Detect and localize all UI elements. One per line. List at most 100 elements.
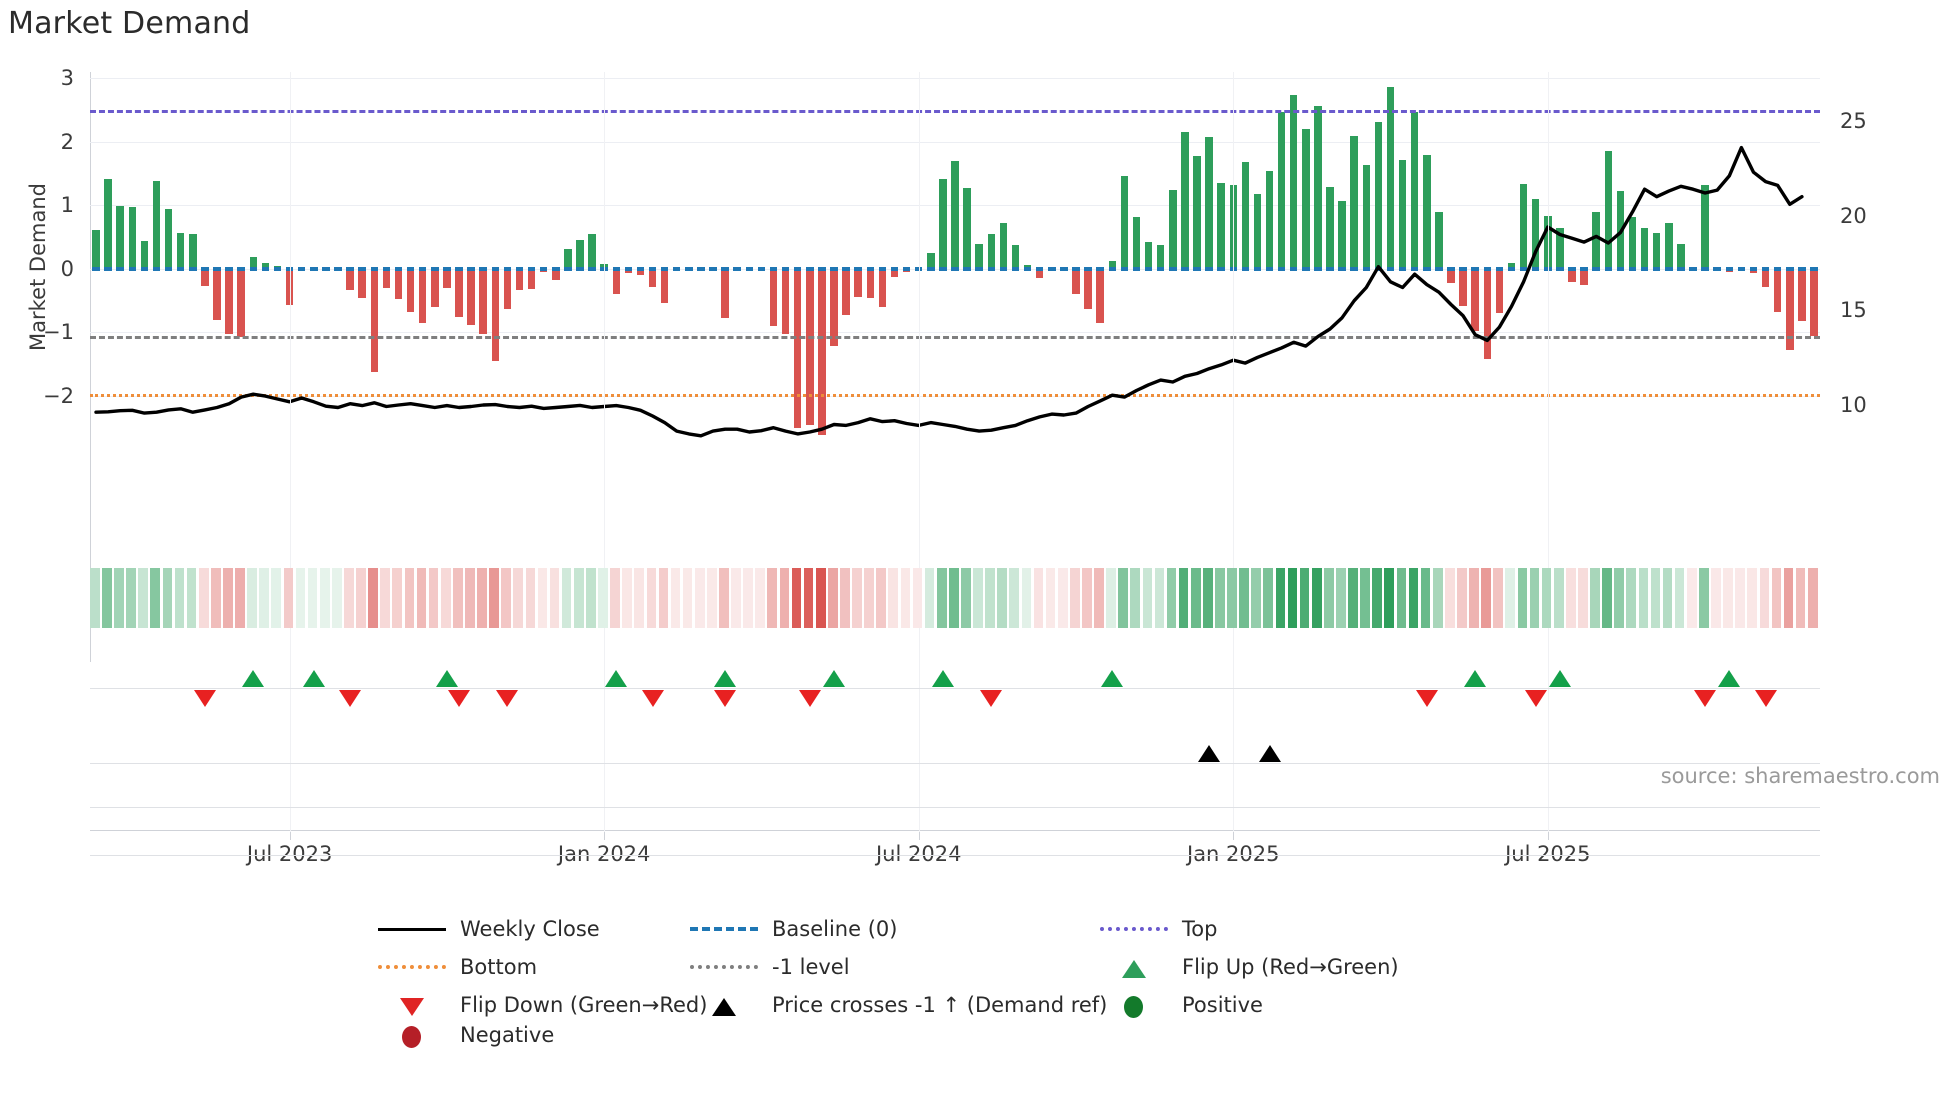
- baseline-cap: [1302, 266, 1310, 271]
- heatmap-cell: [1723, 568, 1733, 628]
- heatmap-cell: [1444, 568, 1455, 628]
- heatmap-cell: [1311, 568, 1322, 628]
- baseline-cap: [539, 266, 548, 271]
- heatmap-cell: [1759, 568, 1770, 628]
- demand-bar: [636, 268, 645, 276]
- baseline-cap: [1798, 266, 1806, 271]
- demand-bar: [1761, 268, 1770, 287]
- heatmap-cell: [622, 568, 632, 628]
- heatmap-cell: [586, 568, 596, 628]
- y-axis-line: [90, 72, 91, 662]
- legend-item-price-crosses[interactable]: Price crosses -1 ↑ (Demand ref): [690, 994, 1107, 1016]
- baseline-cap: [733, 266, 741, 271]
- demand-bar: [552, 268, 560, 281]
- baseline-cap: [164, 266, 173, 271]
- heatmap-cell: [658, 568, 669, 628]
- legend-label: Flip Up (Red→Green): [1182, 954, 1399, 979]
- heatmap-cell: [174, 568, 185, 628]
- baseline-cap: [418, 266, 427, 271]
- heatmap-cell: [428, 568, 439, 628]
- demand-bar: [140, 240, 149, 269]
- demand-bar: [1265, 171, 1274, 269]
- baseline-cap: [1205, 266, 1213, 271]
- baseline-cap: [672, 266, 681, 271]
- demand-bar: [116, 206, 124, 269]
- marker-row-line: [90, 807, 1820, 808]
- x-tick-mark: [604, 831, 606, 840]
- minus-one-line: [90, 335, 1820, 339]
- demand-bar: [975, 243, 983, 269]
- demand-bar: [104, 178, 112, 269]
- heatmap-cell: [1215, 568, 1225, 628]
- demand-bar: [176, 232, 185, 269]
- legend-item-minus-1-level[interactable]: -1 level: [690, 956, 850, 978]
- heatmap-cell: [1082, 568, 1092, 628]
- legend-item-weekly-close[interactable]: Weekly Close: [378, 918, 600, 940]
- baseline-cap: [370, 266, 379, 271]
- demand-bar: [1156, 244, 1165, 269]
- demand-bar: [261, 262, 270, 269]
- baseline-cap: [612, 266, 620, 271]
- baseline-cap: [1350, 266, 1358, 271]
- demand-bar: [443, 268, 451, 288]
- weekly-close-line: [94, 145, 1804, 438]
- heatmap-cell: [1674, 568, 1685, 628]
- heatmap-cell: [259, 568, 270, 628]
- demand-bar: [1362, 164, 1371, 269]
- legend-item-flip-up[interactable]: Flip Up (Red→Green): [1100, 956, 1399, 978]
- baseline-cap: [491, 266, 500, 271]
- baseline-cap: [201, 266, 209, 271]
- heatmap-cell: [1251, 568, 1262, 628]
- x-gridline: [604, 72, 606, 832]
- baseline-cap: [1289, 266, 1298, 271]
- baseline-cap: [1761, 266, 1770, 271]
- demand-bar: [987, 234, 996, 269]
- baseline-cap: [1725, 266, 1733, 271]
- baseline-cap: [189, 266, 197, 271]
- baseline-cap: [394, 266, 403, 271]
- demand-bar: [1302, 128, 1310, 269]
- heatmap-cell: [162, 568, 173, 628]
- baseline-cap: [382, 266, 391, 271]
- legend-item-flip-down[interactable]: Flip Down (Green→Red): [378, 994, 707, 1016]
- circle-swatch: [402, 1026, 421, 1048]
- legend-item-top[interactable]: Top: [1100, 918, 1217, 940]
- baseline-cap: [552, 266, 560, 271]
- demand-bar: [1350, 135, 1358, 269]
- demand-bar: [479, 268, 487, 334]
- baseline-cap: [1314, 266, 1322, 271]
- baseline-cap: [902, 266, 911, 271]
- heatmap-cell: [755, 568, 766, 628]
- demand-bar: [346, 268, 354, 290]
- dashed-line-icon: [690, 918, 758, 940]
- legend-item-positive[interactable]: Positive: [1100, 994, 1263, 1018]
- demand-bar: [576, 239, 584, 269]
- baseline-cap: [346, 266, 354, 271]
- demand-bar: [1084, 268, 1092, 309]
- baseline-cap: [1507, 266, 1516, 271]
- flip-down-marker: [193, 690, 216, 707]
- heatmap-cell: [634, 568, 645, 628]
- demand-bar: [1471, 268, 1479, 332]
- heatmap-cell: [573, 568, 584, 628]
- baseline-cap: [963, 266, 971, 271]
- legend-item-bottom[interactable]: Bottom: [378, 956, 537, 978]
- baseline-cap: [1435, 266, 1443, 271]
- demand-bar: [1459, 268, 1467, 306]
- heatmap-cell: [1154, 568, 1165, 628]
- demand-bar: [1169, 190, 1177, 269]
- triangle-up-icon: [690, 994, 758, 1016]
- legend-item-baseline[interactable]: Baseline (0): [690, 918, 897, 940]
- baseline-cap: [406, 266, 415, 271]
- demand-bar: [963, 187, 971, 269]
- demand-bar: [1193, 156, 1201, 269]
- demand-bar: [1108, 260, 1117, 269]
- baseline-cap: [1652, 266, 1661, 271]
- heatmap-cell: [840, 568, 850, 628]
- demand-bar: [1483, 268, 1492, 360]
- demand-bar: [358, 268, 366, 298]
- legend-item-negative[interactable]: Negative: [378, 1024, 554, 1048]
- flip-up-marker: [302, 670, 325, 687]
- demand-bar: [1580, 268, 1588, 285]
